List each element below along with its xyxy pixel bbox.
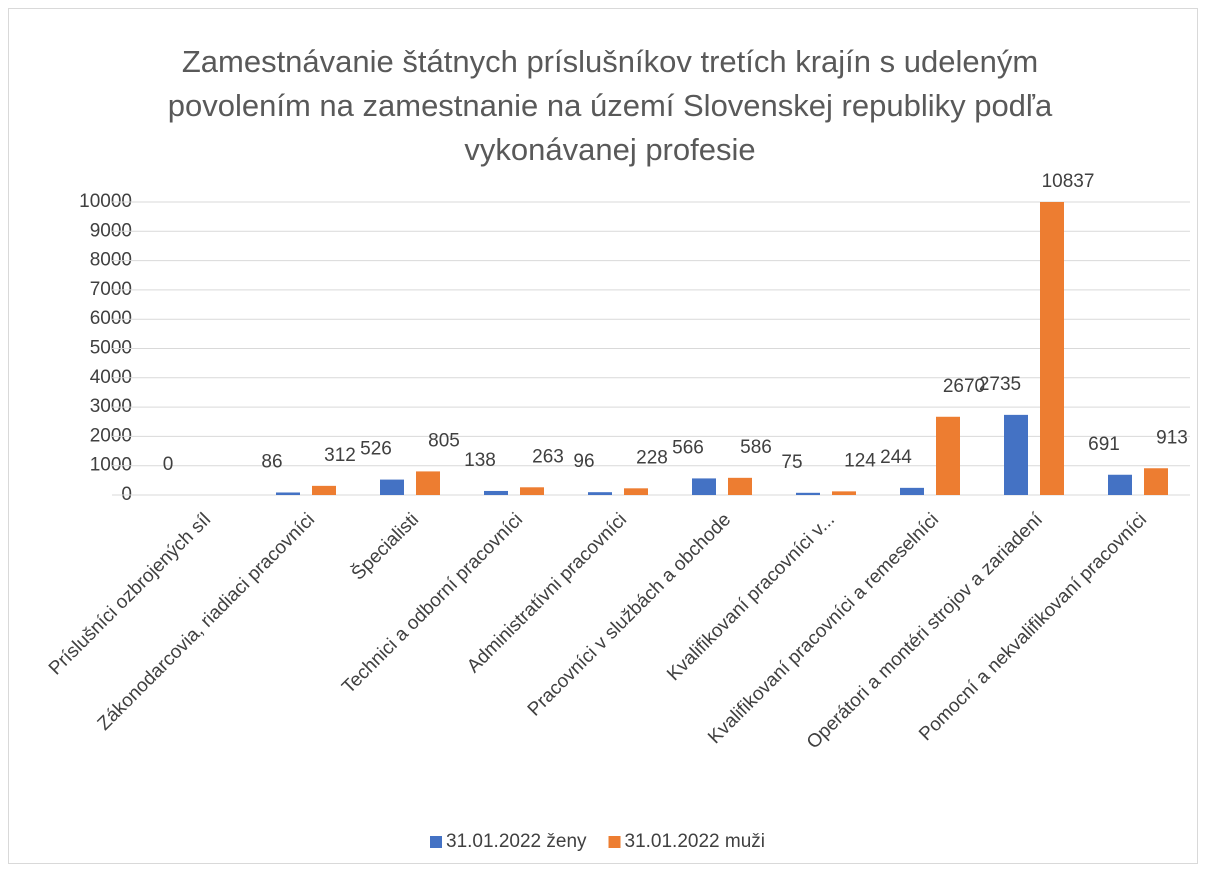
data-label: 0 [163,454,174,475]
x-tick-label: Špecialisti [347,509,423,585]
x-tick-label: Kvalifikovaní pracovníci a remeselníci [704,509,943,748]
bar [520,487,544,495]
data-label: 526 [360,439,392,460]
data-label: 96 [573,451,594,472]
plot-area [276,202,1168,496]
y-tick-label: 1000 [90,455,132,476]
data-label: 913 [1156,427,1188,448]
x-tick-label: Kvalifikovaní pracovníci v... [663,509,839,685]
chart-frame [8,8,1198,864]
x-tick-label: Pomocní a nekvalifikovaní pracovníci [915,509,1151,745]
data-label: 2670 [943,376,985,397]
data-label: 586 [740,437,772,458]
legend-swatch [608,836,621,848]
y-tick-label: 2000 [90,425,132,446]
data-label: 124 [844,450,876,471]
y-tick-label: 9000 [90,220,132,241]
bar [1004,414,1028,495]
x-tick-label: Technici a odborní pracovníci [338,509,527,698]
data-label: 138 [464,450,496,471]
legend-swatch [430,836,442,848]
bar [832,491,856,495]
bar [312,485,336,495]
bar [484,490,508,495]
bar [1040,202,1064,496]
bar [276,492,300,495]
y-tick-label: 5000 [90,338,132,359]
y-tick-label: 7000 [90,279,132,300]
y-tick-label: 4000 [90,367,132,388]
data-label: 75 [781,452,802,473]
y-tick-label: 10000 [79,191,132,212]
chart-title: Zamestnávanie štátnych príslušníkov tret… [167,44,1053,167]
bar [1108,474,1132,495]
x-tick-label: Operátori a montéri strojov a zariadení [803,509,1048,754]
y-tick-label: 8000 [90,250,132,271]
data-label: 244 [880,447,912,468]
bar [416,471,440,495]
bar [1144,468,1168,495]
data-label: 805 [428,430,460,451]
data-label: 566 [672,437,704,458]
legend-label: 31.01.2022 muži [625,831,766,852]
bar [380,479,404,495]
data-label: 312 [324,445,356,466]
data-label: 228 [636,447,668,468]
x-tick-label: Zákonodarcovia, riadiaci pracovníci [94,509,319,734]
x-tick-label: Príslušníci ozbrojených síl [45,509,215,679]
bar [624,488,648,495]
data-label: 691 [1088,434,1120,455]
bar [796,492,820,495]
y-tick-label: 6000 [90,308,132,329]
data-label: 263 [532,446,564,467]
data-label: 2735 [979,374,1021,395]
legend-label: 31.01.2022 ženy [446,831,587,852]
bar [588,492,612,495]
data-label: 86 [261,451,282,472]
bar [900,487,924,495]
x-tick-label: Pracovníci v službách a obchode [524,509,735,720]
bar [728,477,752,495]
bar [936,416,960,495]
bar [692,478,716,495]
data-label: 10837 [1042,171,1095,192]
y-tick-label: 3000 [90,396,132,417]
